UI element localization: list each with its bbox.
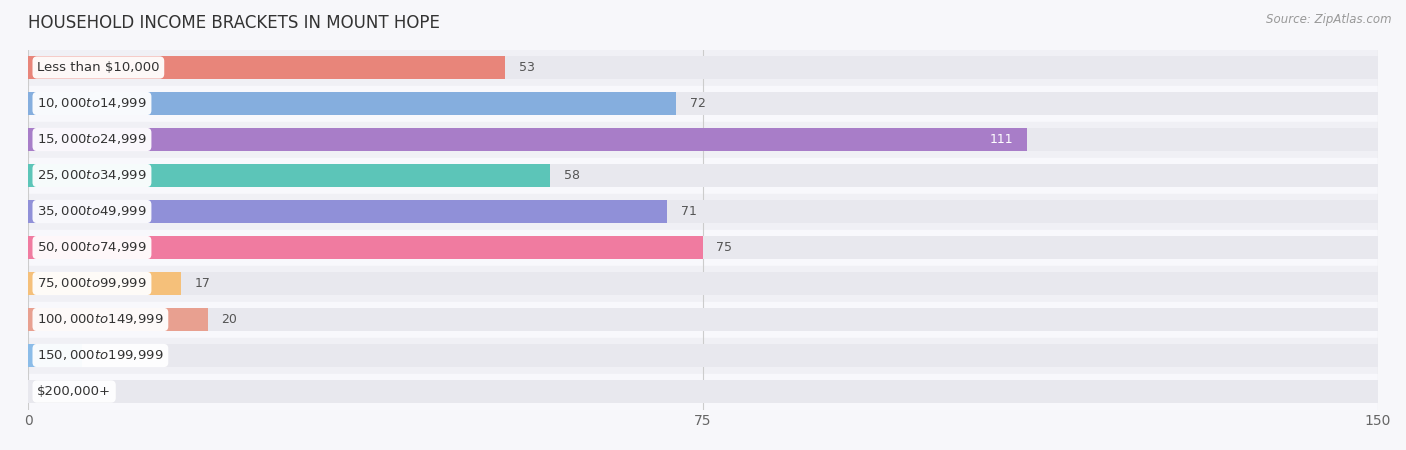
Text: $10,000 to $14,999: $10,000 to $14,999: [37, 96, 146, 111]
Bar: [28, 344, 82, 367]
Bar: [28, 308, 208, 331]
Bar: [28, 56, 505, 79]
Text: $100,000 to $149,999: $100,000 to $149,999: [37, 312, 163, 327]
Text: $25,000 to $34,999: $25,000 to $34,999: [37, 168, 146, 183]
Text: Less than $10,000: Less than $10,000: [37, 61, 160, 74]
Text: $50,000 to $74,999: $50,000 to $74,999: [37, 240, 146, 255]
Bar: [28, 200, 1378, 223]
Bar: [28, 344, 1378, 367]
Text: 71: 71: [681, 205, 696, 218]
Bar: [28, 266, 1378, 302]
Text: 6: 6: [96, 349, 104, 362]
Bar: [28, 122, 1378, 158]
Bar: [28, 230, 1378, 266]
Text: 17: 17: [194, 277, 211, 290]
Text: $75,000 to $99,999: $75,000 to $99,999: [37, 276, 146, 291]
Bar: [28, 308, 1378, 331]
Text: 58: 58: [564, 169, 579, 182]
Bar: [28, 164, 1378, 187]
Bar: [28, 236, 703, 259]
Text: $200,000+: $200,000+: [37, 385, 111, 398]
Bar: [28, 128, 1378, 151]
Bar: [28, 164, 550, 187]
Bar: [28, 380, 1378, 403]
Bar: [28, 92, 1378, 115]
Text: 75: 75: [717, 241, 733, 254]
Text: 0: 0: [42, 385, 49, 398]
Text: $150,000 to $199,999: $150,000 to $199,999: [37, 348, 163, 363]
Bar: [28, 194, 1378, 230]
Text: 72: 72: [689, 97, 706, 110]
Bar: [28, 200, 666, 223]
Bar: [28, 86, 1378, 122]
Bar: [28, 92, 676, 115]
Text: Source: ZipAtlas.com: Source: ZipAtlas.com: [1267, 14, 1392, 27]
Bar: [28, 272, 181, 295]
Bar: [28, 272, 1378, 295]
Bar: [28, 338, 1378, 374]
Bar: [28, 374, 1378, 410]
Text: 20: 20: [222, 313, 238, 326]
Text: 53: 53: [519, 61, 534, 74]
Text: HOUSEHOLD INCOME BRACKETS IN MOUNT HOPE: HOUSEHOLD INCOME BRACKETS IN MOUNT HOPE: [28, 14, 440, 32]
Bar: [28, 56, 1378, 79]
Bar: [28, 302, 1378, 338]
Bar: [28, 236, 1378, 259]
Bar: [28, 50, 1378, 86]
Bar: [28, 128, 1026, 151]
Text: 111: 111: [990, 133, 1014, 146]
Text: $35,000 to $49,999: $35,000 to $49,999: [37, 204, 146, 219]
Bar: [28, 158, 1378, 194]
Text: $15,000 to $24,999: $15,000 to $24,999: [37, 132, 146, 147]
